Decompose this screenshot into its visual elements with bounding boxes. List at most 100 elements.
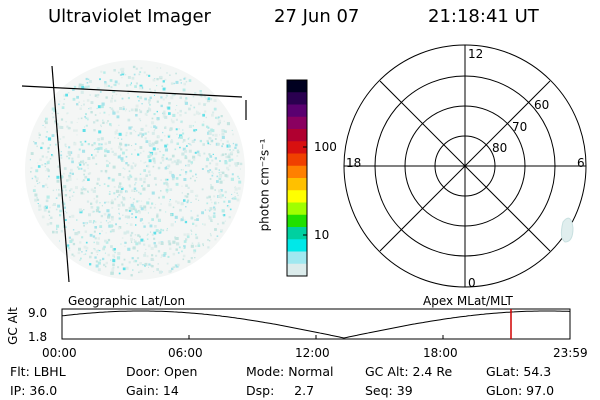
uv-speckle [206,158,210,162]
uv-speckle [83,209,85,211]
uv-speckle [189,143,191,145]
uv-speckle [78,247,81,251]
uv-speckle [198,199,200,201]
uv-speckle [94,187,96,189]
uv-speckle [125,242,127,244]
uv-speckle [81,180,84,183]
uv-speckle [120,70,124,74]
uv-speckle [99,112,101,114]
uv-speckle [110,201,114,205]
uv-speckle [139,96,143,100]
uv-speckle [201,211,204,215]
uv-speckle [162,154,165,157]
uv-speckle [46,131,48,133]
uv-speckle [209,169,212,171]
uv-speckle [151,117,154,120]
uv-speckle [93,248,95,250]
uv-speckle [41,142,43,145]
uv-speckle [157,250,161,253]
uv-speckle [218,172,220,174]
uv-speckle [120,243,122,245]
uv-speckle [162,87,166,91]
uv-speckle [111,229,115,233]
uv-speckle [134,85,137,88]
uv-speckle [118,194,121,197]
uv-speckle [153,161,156,164]
uv-speckle [148,108,152,112]
uv-speckle [32,189,36,192]
uv-speckle [87,167,89,169]
uv-speckle [170,82,174,85]
uv-speckle [56,175,60,179]
uv-speckle [100,221,102,224]
uv-speckle [183,199,186,202]
geo-latitude-line [21,85,243,98]
uv-speckle [230,177,234,181]
uv-speckle [228,216,231,219]
uv-speckle [95,200,98,203]
polar-diagonal-b [379,80,551,252]
uv-speckle [209,209,212,211]
uv-speckle [84,175,88,179]
uv-speckle [237,151,240,154]
uv-speckle [41,164,44,166]
uv-speckle [175,200,178,203]
uv-speckle [117,137,119,139]
uv-speckle [202,143,205,146]
uv-speckle [234,186,236,188]
uv-speckle [130,274,133,277]
uv-speckle [99,232,101,235]
uv-speckle [110,99,113,103]
uv-speckle [179,208,182,212]
uv-speckle [218,175,222,178]
uv-speckle [102,121,105,124]
uv-speckle [212,111,215,114]
uv-speckle [127,97,130,100]
uv-speckle [96,254,98,256]
uv-speckle [45,199,49,203]
colorbar-segment [287,227,307,240]
uv-speckle [227,205,230,208]
uv-speckle [107,160,110,163]
uv-speckle [134,165,137,167]
uv-speckle [162,160,164,162]
uv-speckle [107,222,109,224]
uv-speckle [175,237,179,240]
lat-label-80: 80 [492,141,508,155]
colorbar-segment [287,116,307,130]
uv-speckle [111,268,115,272]
uv-speckle [35,177,39,181]
uv-speckle [152,147,156,151]
uv-speckle [93,121,96,124]
uv-speckle [45,121,48,125]
uv-speckle [138,118,141,120]
uv-speckle [208,143,210,145]
uv-speckle [122,167,124,169]
uv-speckle [73,191,75,193]
uv-speckle [158,241,161,245]
uv-speckle [148,263,151,266]
uv-speckle [140,218,143,221]
uv-speckle [148,107,150,109]
uv-speckle [148,198,151,200]
uv-speckle [57,112,59,115]
uv-speckle [143,253,147,257]
uv-speckle [180,169,182,171]
uv-speckle [177,201,180,205]
uv-speckle [162,114,166,118]
uv-speckle [87,117,89,119]
uv-speckle [133,198,135,200]
uv-speckle [64,194,68,197]
uv-speckle [208,216,212,220]
uv-speckle [161,254,164,257]
uv-speckle [86,99,90,102]
uv-speckle [128,170,131,173]
colorbar-segment [287,178,307,191]
uv-speckle [232,149,235,151]
uv-speckle [119,154,121,156]
uv-speckle [103,263,106,267]
uv-speckle [170,213,173,216]
uv-speckle [168,170,173,175]
uv-speckle [89,94,91,96]
uv-speckle [210,128,213,132]
